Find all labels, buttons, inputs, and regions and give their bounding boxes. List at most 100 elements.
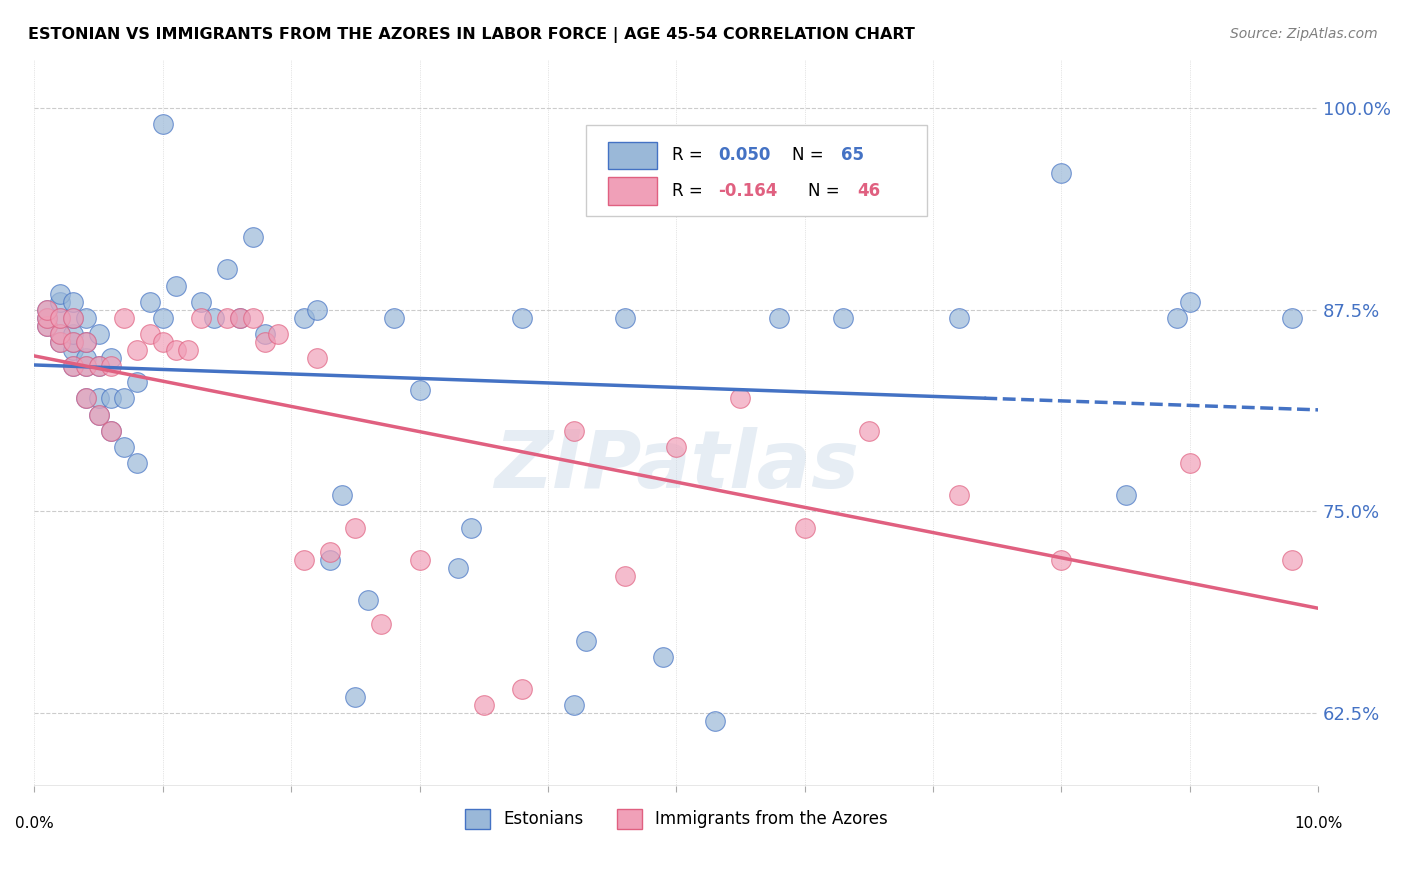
Point — [318, 553, 340, 567]
Point — [100, 351, 122, 366]
Point — [793, 520, 815, 534]
Point — [858, 424, 880, 438]
Point — [37, 310, 59, 325]
Point — [267, 326, 290, 341]
Point — [152, 117, 174, 131]
Point — [62, 359, 84, 374]
Point — [305, 351, 328, 366]
Point — [112, 440, 135, 454]
Point — [510, 681, 533, 696]
Point — [87, 359, 110, 374]
Point — [332, 488, 354, 502]
FancyBboxPatch shape — [586, 125, 927, 216]
FancyBboxPatch shape — [609, 142, 657, 169]
Point — [49, 326, 72, 341]
Point — [87, 408, 110, 422]
Point — [305, 302, 328, 317]
Point — [87, 408, 110, 422]
Point — [165, 343, 187, 357]
Point — [215, 310, 238, 325]
Point — [460, 520, 482, 534]
Point — [125, 456, 148, 470]
Point — [190, 294, 212, 309]
Point — [190, 310, 212, 325]
Point — [665, 440, 688, 454]
Point — [62, 334, 84, 349]
Point — [112, 392, 135, 406]
Point — [87, 359, 110, 374]
Point — [37, 302, 59, 317]
Point — [652, 649, 675, 664]
Point — [1166, 310, 1188, 325]
Point — [1281, 553, 1303, 567]
Point — [613, 569, 636, 583]
Point — [75, 334, 97, 349]
Point — [37, 318, 59, 333]
Point — [948, 310, 970, 325]
Text: ZIPatlas: ZIPatlas — [494, 427, 859, 505]
Point — [112, 310, 135, 325]
Text: 0.0%: 0.0% — [15, 816, 53, 831]
Point — [254, 334, 277, 349]
Point — [37, 310, 59, 325]
Point — [510, 310, 533, 325]
Text: 65: 65 — [841, 146, 863, 164]
Point — [62, 310, 84, 325]
Point — [215, 262, 238, 277]
Point — [408, 384, 430, 398]
Point — [75, 359, 97, 374]
Point — [75, 310, 97, 325]
Point — [562, 698, 585, 712]
Point — [229, 310, 252, 325]
Point — [1050, 165, 1073, 179]
Point — [832, 310, 855, 325]
Point — [62, 359, 84, 374]
Point — [1281, 310, 1303, 325]
Point — [242, 310, 264, 325]
Point — [370, 617, 392, 632]
Point — [254, 326, 277, 341]
Point — [575, 633, 598, 648]
Point — [62, 326, 84, 341]
Point — [100, 359, 122, 374]
Point — [75, 351, 97, 366]
Point — [408, 553, 430, 567]
Point — [1178, 456, 1201, 470]
Point — [75, 334, 97, 349]
Point — [49, 310, 72, 325]
FancyBboxPatch shape — [609, 178, 657, 205]
Text: 0.050: 0.050 — [718, 146, 770, 164]
Point — [229, 310, 252, 325]
Point — [292, 553, 315, 567]
Point — [382, 310, 405, 325]
Point — [357, 593, 380, 607]
Point — [703, 714, 725, 729]
Point — [49, 294, 72, 309]
Point — [1178, 294, 1201, 309]
Point — [37, 318, 59, 333]
Point — [202, 310, 225, 325]
Text: N =: N = — [808, 182, 845, 200]
Point — [87, 326, 110, 341]
Point — [62, 294, 84, 309]
Point — [152, 310, 174, 325]
Text: R =: R = — [672, 146, 709, 164]
Point — [49, 334, 72, 349]
Point — [447, 561, 470, 575]
Point — [292, 310, 315, 325]
Text: N =: N = — [792, 146, 828, 164]
Text: 10.0%: 10.0% — [1294, 816, 1343, 831]
Point — [100, 424, 122, 438]
Point — [1115, 488, 1137, 502]
Point — [344, 520, 367, 534]
Point — [125, 376, 148, 390]
Text: Source: ZipAtlas.com: Source: ZipAtlas.com — [1230, 27, 1378, 41]
Point — [62, 310, 84, 325]
Point — [152, 334, 174, 349]
Point — [49, 310, 72, 325]
Point — [49, 286, 72, 301]
Text: 46: 46 — [858, 182, 880, 200]
Point — [100, 392, 122, 406]
Text: -0.164: -0.164 — [718, 182, 778, 200]
Point — [472, 698, 495, 712]
